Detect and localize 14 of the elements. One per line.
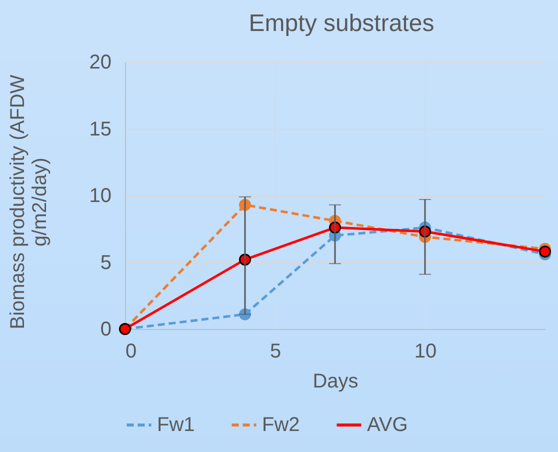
y-axis-title: Biomass productivity (AFDW g/m2/day): [7, 74, 51, 332]
x-tick-label: 0: [126, 340, 137, 362]
y-tick-label: 0: [100, 318, 112, 340]
legend-label: Fw2: [262, 414, 300, 436]
y-tick-label: 15: [89, 118, 112, 140]
x-tick-label: 5: [270, 340, 282, 362]
legend-label: AVG: [367, 414, 408, 436]
y-tick-label: 10: [89, 185, 112, 207]
x-axis-title: Days: [312, 370, 358, 392]
chart-title: Empty substrates: [248, 10, 436, 38]
x-tick-label: 10: [414, 340, 437, 362]
y-tick-label: 5: [100, 252, 112, 274]
legend-label: Fw1: [157, 414, 195, 436]
y-tick-label: 20: [89, 52, 112, 74]
